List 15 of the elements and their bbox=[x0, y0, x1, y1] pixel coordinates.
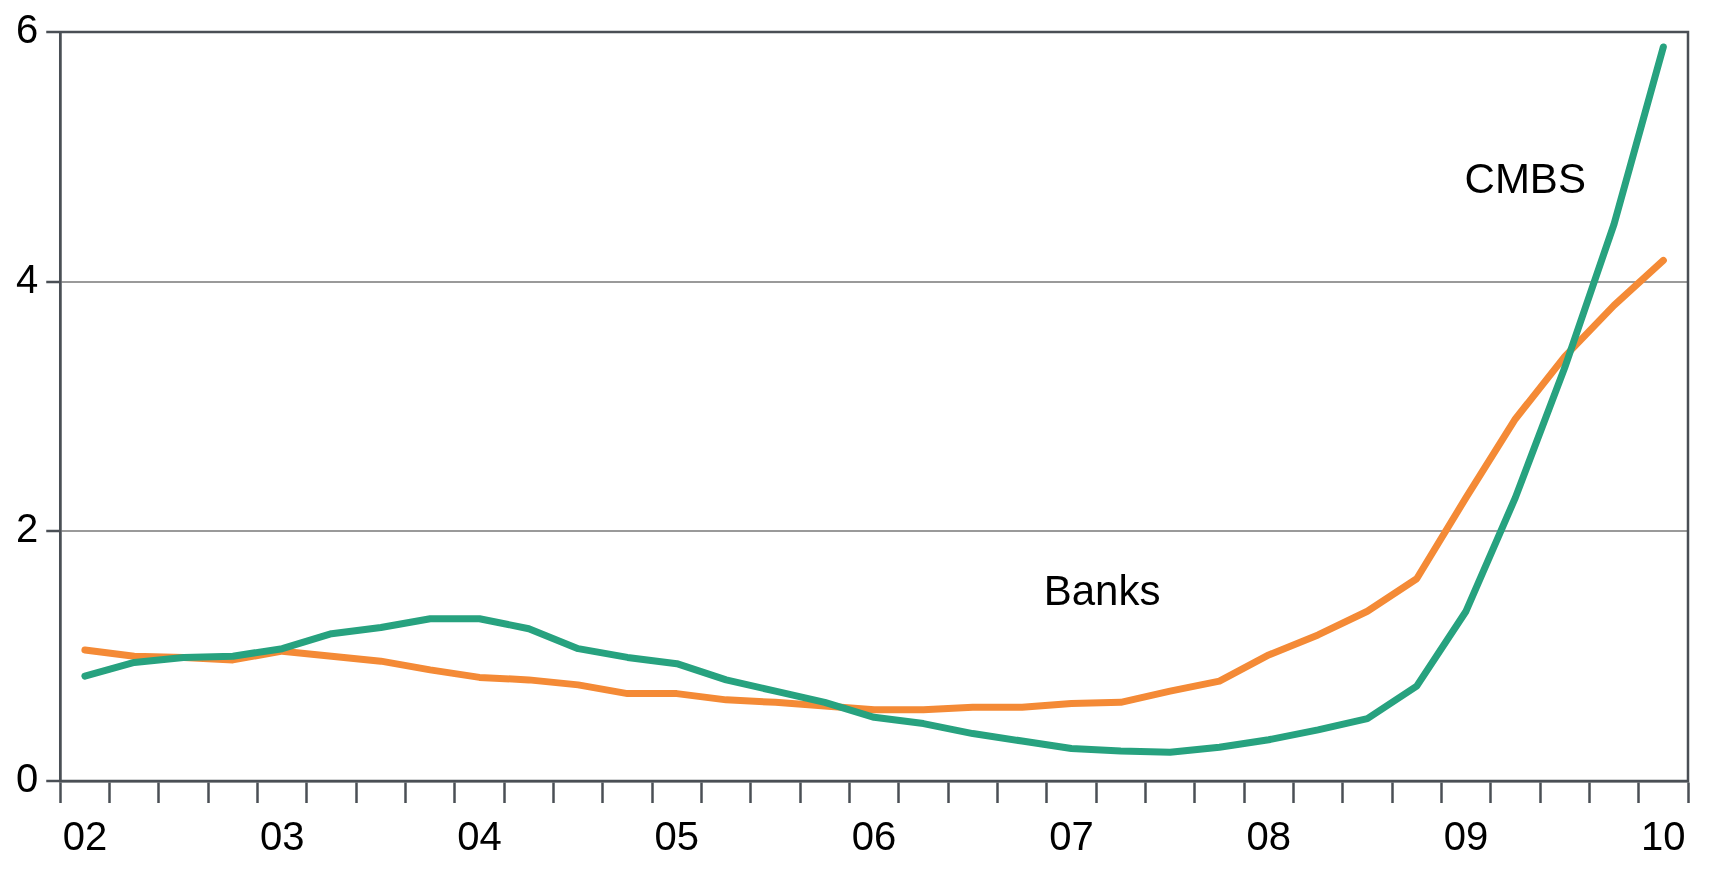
series-label: CMBS bbox=[1464, 155, 1586, 203]
series-label: Banks bbox=[1043, 567, 1161, 615]
x-tick-label: 06 bbox=[851, 814, 897, 859]
x-tick-label: 04 bbox=[457, 814, 502, 859]
x-tick-label: 09 bbox=[1443, 814, 1489, 859]
x-tick-label: 02 bbox=[62, 814, 108, 859]
x-tick-label: 08 bbox=[1246, 814, 1291, 859]
x-tick-label: 03 bbox=[259, 814, 305, 859]
y-tick-label: 2 bbox=[16, 506, 39, 551]
x-tick-label: 10 bbox=[1641, 814, 1686, 859]
y-tick-label: 4 bbox=[16, 256, 39, 301]
x-tick-label: 07 bbox=[1049, 814, 1094, 859]
y-tick-label: 0 bbox=[16, 756, 39, 801]
y-tick-label: 6 bbox=[16, 7, 39, 52]
x-tick-label: 05 bbox=[654, 814, 700, 859]
